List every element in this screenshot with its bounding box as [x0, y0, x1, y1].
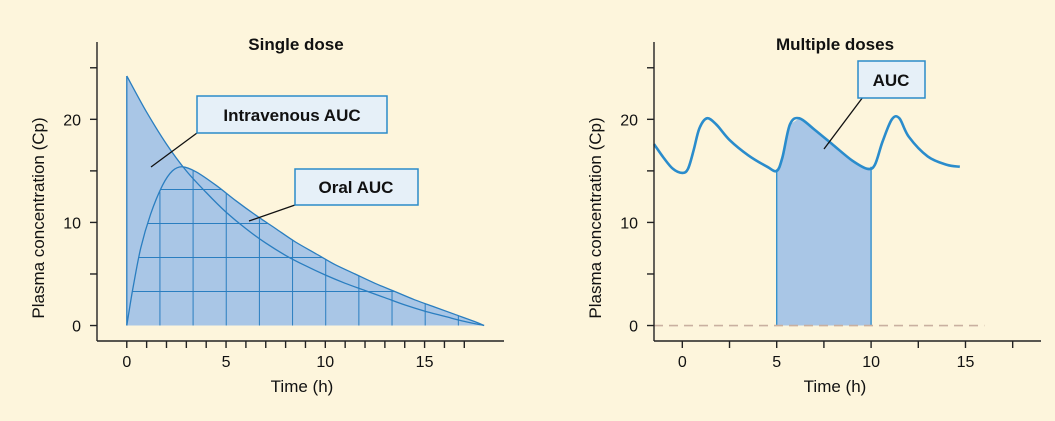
single-dose-y-label: Plasma concentration (Cp) [29, 117, 48, 318]
intravenous-auc-callout-box [196, 95, 388, 134]
oral-auc-leader [248, 204, 296, 222]
multiple-doses-x-tick-label: 15 [957, 354, 975, 371]
intravenous-auc-callout: Intravenous AUC [223, 106, 360, 125]
auc-callout-box [857, 60, 926, 99]
multiple-doses-x-tick-label: 5 [772, 354, 781, 371]
multiple-doses-title: Multiple doses [776, 35, 894, 54]
single-dose-x-tick-label: 10 [316, 354, 334, 371]
single-dose-x-tick-label: 15 [416, 354, 434, 371]
single-dose-x-tick-label: 0 [122, 354, 131, 371]
single-dose-y-tick-label: 0 [72, 319, 81, 336]
single-dose-panel: 0 10 20 0 5 10 15 Single dose Time (h) Plasma … [29, 35, 504, 396]
multiple-doses-panel: 0 10 20 0 5 10 15 Multiple doses Time (h) Plas… [586, 35, 1041, 396]
multiple-doses-x-tick-label: 10 [862, 354, 880, 371]
single-dose-x-tick-label: 5 [222, 354, 231, 371]
concentration-curve [652, 114, 961, 175]
multiple-doses-axes: 0 10 20 0 5 10 15 [620, 42, 1041, 371]
intravenous-auc-leader [150, 132, 198, 168]
oral-auc-grid [132, 170, 459, 326]
oral-auc-area [126, 166, 485, 326]
auc-leader [823, 96, 864, 150]
intravenous-curve [126, 75, 485, 327]
oral-curve [126, 166, 485, 327]
multiple-doses-x-label: Time (h) [804, 377, 867, 396]
single-dose-title: Single dose [248, 35, 343, 54]
single-dose-y-tick-label: 10 [63, 215, 81, 232]
oral-auc-callout-box [294, 168, 419, 206]
multiple-doses-curve [652, 114, 961, 175]
multiple-doses-auc-area [654, 118, 985, 327]
oral-area-fill [126, 166, 485, 326]
single-dose-curves [126, 75, 485, 327]
multiple-doses-y-tick-label: 0 [629, 319, 638, 336]
single-dose-x-label: Time (h) [271, 377, 334, 396]
multiple-doses-y-tick-label: 10 [620, 215, 638, 232]
single-dose-y-tick-label: 20 [63, 112, 81, 129]
multiple-doses-y-label: Plasma concentration (Cp) [586, 117, 605, 318]
multiple-doses-x-tick-label: 0 [678, 354, 687, 371]
auc-callout: AUC [873, 71, 910, 90]
multiple-doses-y-tick-label: 20 [620, 112, 638, 129]
oral-auc-callout: Oral AUC [319, 178, 394, 197]
auc-area-fill [776, 118, 872, 326]
single-dose-axes: 0 10 20 0 5 10 15 [63, 42, 504, 371]
